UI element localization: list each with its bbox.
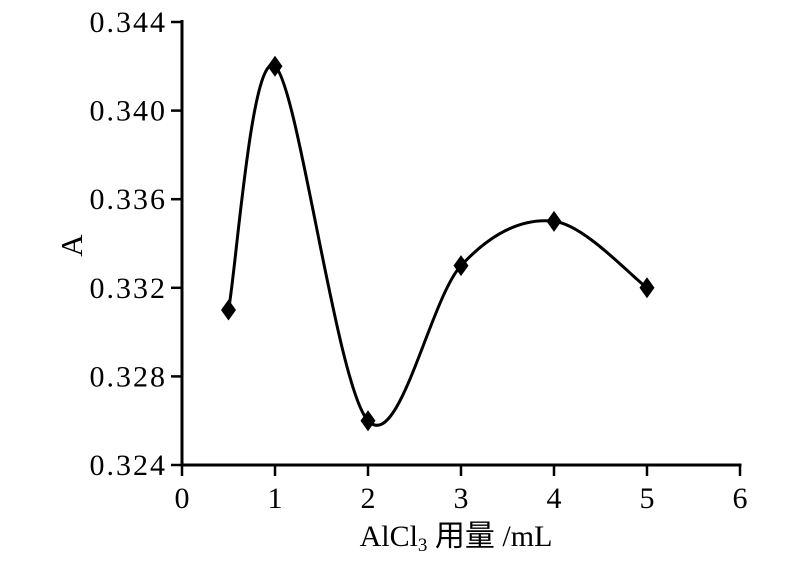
x-axis-title-base: AlCl (359, 520, 418, 553)
x-axis-title-rest: 用量 /mL (427, 520, 553, 553)
y-tick-label: 0.340 (90, 95, 168, 128)
x-axis-title: AlCl3 用量 /mL (360, 511, 553, 555)
y-tick-label: 0.336 (90, 183, 168, 216)
x-tick-label: 6 (733, 482, 748, 515)
x-tick-label: 4 (547, 482, 562, 515)
y-tick-label: 0.344 (90, 6, 168, 39)
y-tick-label: 0.328 (90, 360, 168, 393)
data-point-marker (267, 55, 283, 77)
y-axis-title: A (54, 233, 89, 257)
data-point-marker (453, 255, 469, 277)
series-curve (227, 63, 649, 427)
x-tick-label: 2 (361, 482, 376, 515)
data-point-marker (221, 299, 236, 321)
x-tick-label: 1 (268, 482, 283, 515)
x-tick-label: 3 (454, 482, 469, 515)
data-point-marker (639, 277, 655, 299)
x-tick-label: 5 (640, 482, 655, 515)
series-group (221, 55, 655, 432)
x-tick-label: 0 (175, 482, 190, 515)
ticks-group (171, 20, 742, 476)
data-point-marker (546, 210, 562, 232)
x-axis-title-subscript: 3 (417, 535, 428, 556)
axes-group (180, 20, 742, 467)
y-tick-label: 0.332 (90, 272, 168, 305)
tick-labels-group: 0 1 2 3 4 5 6 0.324 0.328 0.332 0.336 0.340 0.344 (90, 6, 748, 515)
y-tick-label: 0.324 (90, 449, 168, 482)
data-point-marker (360, 410, 376, 432)
